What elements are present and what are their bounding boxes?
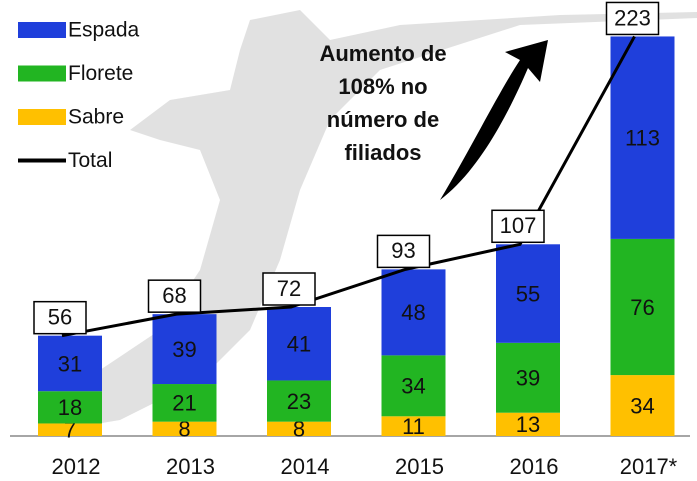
value-label: 18 [58, 395, 82, 420]
annotation-arrow [440, 40, 548, 200]
annotation-line: número de [327, 107, 439, 132]
value-label: 34 [630, 393, 654, 418]
value-label: 31 [58, 351, 82, 376]
legend-label: Florete [68, 62, 133, 85]
value-label: 113 [625, 126, 660, 151]
legend-label: Espada [68, 19, 140, 42]
value-label: 13 [516, 412, 540, 437]
legend-swatch [18, 66, 66, 82]
total-label: 68 [162, 283, 186, 308]
annotation-line: 108% no [338, 74, 427, 99]
legend-label: Total [68, 149, 112, 172]
annotation-line: Aumento de [319, 41, 446, 66]
annotation-line: filiados [344, 140, 421, 165]
total-label: 223 [614, 5, 651, 30]
value-label: 34 [401, 374, 425, 399]
value-label: 39 [172, 337, 196, 362]
value-label: 11 [402, 414, 425, 439]
legend-swatch [18, 22, 66, 38]
value-label: 41 [287, 332, 311, 357]
x-tick-label: 2015 [395, 454, 444, 479]
x-tick-label: 2013 [166, 454, 215, 479]
legend-swatch [18, 109, 66, 125]
x-tick-label: 2017* [620, 454, 678, 479]
total-label: 107 [500, 213, 537, 238]
value-label: 21 [172, 391, 196, 416]
value-label: 76 [630, 295, 654, 320]
value-label: 48 [401, 300, 425, 325]
total-label: 72 [277, 276, 301, 301]
value-label: 23 [287, 389, 311, 414]
value-label: 55 [516, 281, 540, 306]
legend-label: Sabre [68, 106, 124, 129]
x-tick-label: 2016 [510, 454, 559, 479]
total-label: 93 [391, 238, 415, 263]
chart: Aumento de108% nonúmero defiliados 71831… [0, 0, 697, 481]
x-tick-label: 2012 [52, 454, 101, 479]
x-tick-label: 2014 [281, 454, 330, 479]
value-label: 39 [516, 366, 540, 391]
total-label: 56 [48, 304, 72, 329]
